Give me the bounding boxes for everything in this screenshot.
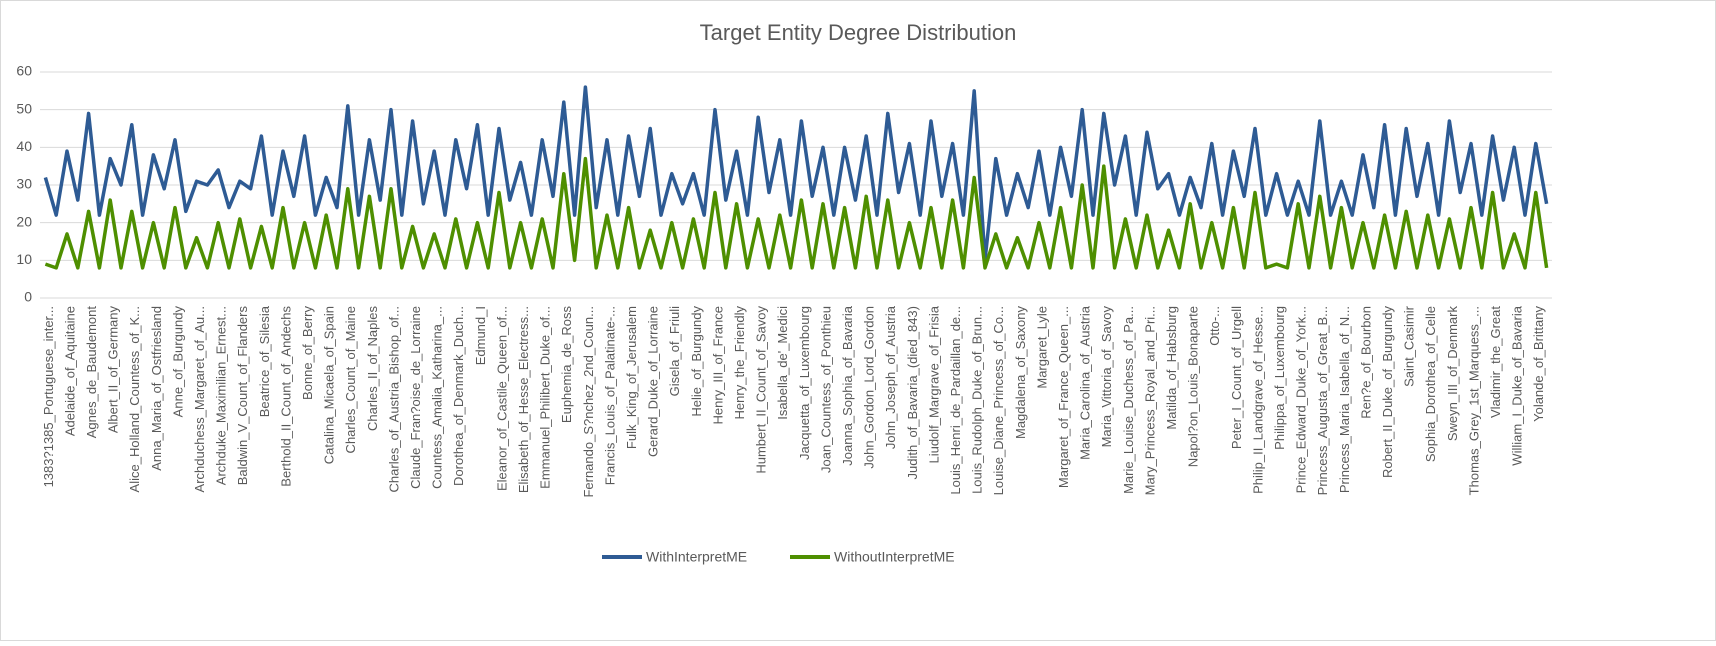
y-tick-label: 60 <box>16 63 32 79</box>
x-tick-label: Sophia_Dorothea_of_Celle <box>1423 306 1438 462</box>
x-tick-label: Louise_Diane_Princess_of_Co... <box>991 306 1006 495</box>
x-tick-label: Marie_Louise_Duchess_of_Pa... <box>1121 306 1136 494</box>
x-tick-label: Ren?e_of_Bourbon <box>1358 306 1373 419</box>
x-tick-label: Louis_Henri_de_Pardaillan_de... <box>948 306 963 495</box>
x-tick-label: Archduke_Maximilian_Ernest... <box>214 306 229 485</box>
x-tick-label: Joanna_Sophia_of_Bavaria <box>840 305 855 466</box>
x-tick-label: Otto-... <box>1207 306 1222 346</box>
x-tick-label: Joan_Countess_of_Ponthieu <box>818 306 833 473</box>
x-tick-label: Countess_Amalia_Katharina_... <box>430 306 445 489</box>
x-tick-label: Anna_Maria_of_Ostfriesland <box>149 306 164 471</box>
x-tick-label: John_Gordon_Lord_Gordon <box>862 306 877 469</box>
x-tick-label: Fulk_King_of_Jerusalem <box>624 306 639 449</box>
x-tick-label: Charles_Count_of_Maine <box>343 306 358 453</box>
x-tick-label: Claude_Fran?oise_de_Lorraine <box>408 306 423 489</box>
y-tick-label: 40 <box>16 138 32 154</box>
x-tick-label: Berthold_II_Count_of_Andechs <box>278 306 293 487</box>
x-tick-label: Beatrice_of_Silesia <box>257 305 272 417</box>
x-tick-label: Isabella_de'_Medici <box>775 306 790 420</box>
x-tick-label: Helie_of_Burgundy <box>689 306 704 417</box>
x-tick-label: Jacquetta_of_Luxembourg <box>797 306 812 460</box>
x-tick-label: Peter_I_Count_of_Urgell <box>1229 306 1244 449</box>
legend-label: WithoutInterpretME <box>834 549 955 565</box>
x-tick-label: Matilda_of_Habsburg <box>1164 306 1179 430</box>
x-tick-label: Philippa_of_Luxembourg <box>1272 306 1287 450</box>
x-tick-label: Dorothea_of_Denmark_Duch... <box>451 306 466 486</box>
y-tick-label: 20 <box>16 213 32 229</box>
x-tick-label: Agnes_de_Baudemont <box>84 306 99 439</box>
x-tick-label: Princess_Augusta_of_Great_B... <box>1315 306 1330 495</box>
x-tick-label: Henry_the_Friendly <box>732 306 747 420</box>
x-tick-label: Maria_Carolina_of_Austria <box>1078 305 1093 460</box>
x-tick-label: Charles_II_of_Naples <box>365 306 380 432</box>
y-tick-label: 10 <box>16 251 32 267</box>
x-tick-label: Catalina_Micaela_of_Spain <box>322 306 337 464</box>
chart-title: Target Entity Degree Distribution <box>700 20 1017 45</box>
x-tick-label: Sweyn_III_of_Denmark <box>1445 306 1460 442</box>
y-tick-label: 30 <box>16 176 32 192</box>
x-tick-label: Yolande_of_Brittany <box>1531 306 1546 422</box>
x-tick-label: Elisabeth_of_Hesse_Electress... <box>516 306 531 493</box>
x-tick-label: Magdalena_of_Saxony <box>1013 306 1028 439</box>
x-tick-label: Gisela_of_Friuli <box>667 306 682 396</box>
x-tick-label: John_Joseph_of_Austria <box>883 305 898 449</box>
x-tick-label: Louis_Rudolph_Duke_of_Brun... <box>970 306 985 494</box>
x-tick-label: Saint_Casimir <box>1402 305 1417 387</box>
y-tick-label: 0 <box>24 289 32 305</box>
x-tick-label: Margaret_of_France_Queen_... <box>1056 306 1071 488</box>
x-tick-label: Napol?on_Louis_Bonaparte <box>1186 306 1201 467</box>
x-tick-label: Edmund_I <box>473 306 488 365</box>
x-tick-label: Margaret_Lyle <box>1034 306 1049 389</box>
series-line <box>44 156 1549 270</box>
x-tick-label: Albert_II_of_Germany <box>106 306 121 434</box>
x-tick-label: Archduchess_Margaret_of_Au... <box>192 306 207 492</box>
x-tick-label: Eleanor_of_Castile_Queen_of... <box>494 306 509 491</box>
x-tick-label: William_I_Duke_of_Bavaria <box>1510 305 1525 465</box>
x-tick-label: Francis_Louis_of_Palatinate-... <box>602 306 617 485</box>
x-tick-label: Robert_II_Duke_of_Burgundy <box>1380 306 1395 479</box>
x-tick-label: Charles_of_Austria_Bishop_of... <box>386 306 401 492</box>
x-tick-label: 1383?1385_Portuguese_inter... <box>41 306 56 487</box>
x-tick-label: Bonne_of_Berry <box>300 306 315 400</box>
x-tick-label: Maria_Vittoria_of_Savoy <box>1099 306 1114 448</box>
y-tick-label: 50 <box>16 100 32 116</box>
x-tick-label: Alice_Holland_Countess_of_K... <box>127 306 142 492</box>
x-tick-label: Euphemia_de_Ross <box>559 306 574 424</box>
x-tick-label: Gerard_Duke_of_Lorraine <box>646 306 661 457</box>
series-line <box>43 85 1549 263</box>
x-tick-label: Philip_II_Landgrave_of_Hesse... <box>1250 306 1265 494</box>
x-tick-label: Henry_III_of_France <box>710 306 725 425</box>
x-tick-label: Anne_of_Burgundy <box>170 306 185 418</box>
x-tick-label: Emmanuel_Philibert_Duke_of... <box>538 306 553 489</box>
x-tick-label: Baldwin_V_Count_of_Flanders <box>235 306 250 486</box>
x-tick-label: Liudolf_Margrave_of_Frisia <box>926 305 941 463</box>
x-tick-label: Adelaide_of_Aquitaine <box>62 306 77 436</box>
x-tick-label: Fernando_S?nchez_2nd_Coun... <box>581 306 596 498</box>
x-tick-label: Thomas_Grey_1st_Marquess_... <box>1466 306 1481 495</box>
x-tick-label: Mary_Princess_Royal_and_Pri... <box>1142 306 1157 495</box>
x-tick-label: Judith_of_Bavaria_(died_843) <box>905 306 920 479</box>
x-tick-label: Humbert_II_Count_of_Savoy <box>754 306 769 474</box>
x-tick-label: Princess_Maria_Isabella_of_N... <box>1337 306 1352 493</box>
x-tick-label: Vladimir_the_Great <box>1488 306 1503 418</box>
x-tick-label: Prince_Edward_Duke_of_York... <box>1294 306 1309 493</box>
legend-label: WithInterpretME <box>646 549 747 565</box>
